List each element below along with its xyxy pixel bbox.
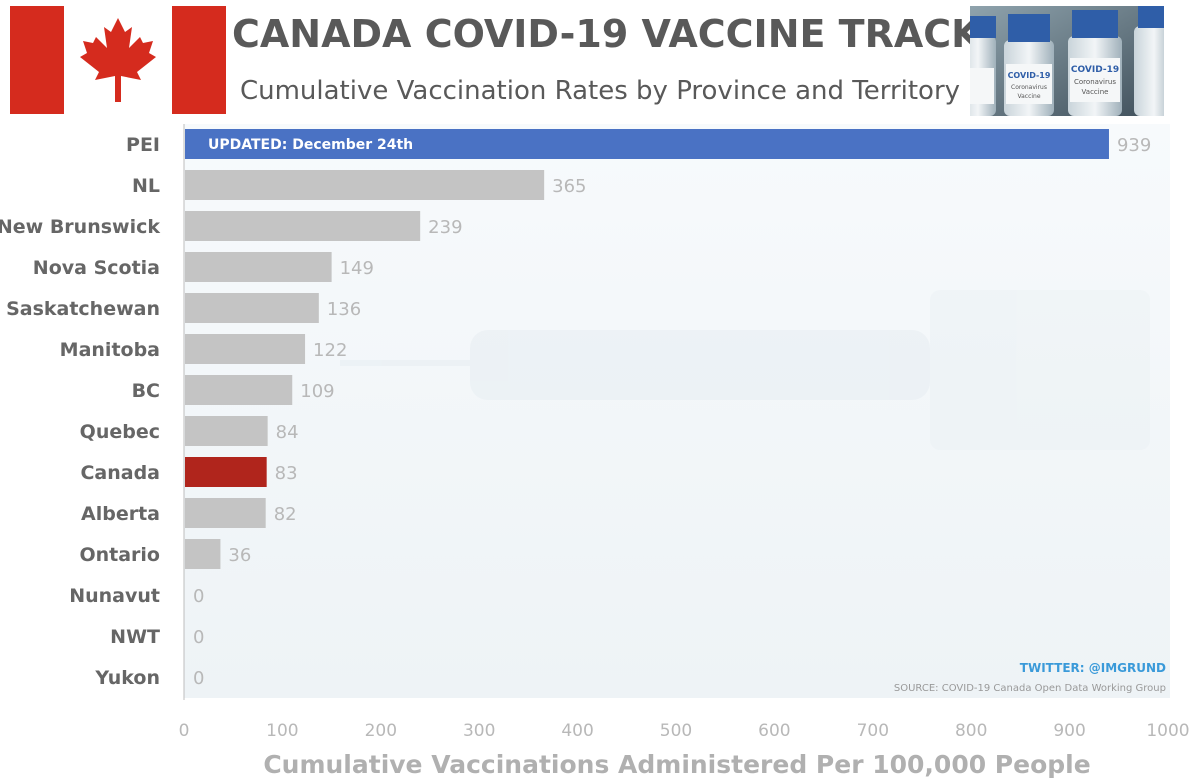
bar-alberta xyxy=(185,498,266,528)
bar-nl xyxy=(185,170,545,200)
value-label-yukon: 0 xyxy=(193,668,204,689)
bar-chart: PEI 939 UPDATED: December 24th NL 365 New Bru… xyxy=(0,124,1190,779)
bar-quebec xyxy=(185,416,268,446)
value-label-bc: 109 xyxy=(300,381,334,402)
vial-label-vaccine: Vaccine xyxy=(1017,93,1040,100)
bar-canada xyxy=(185,457,267,487)
category-label-nova-scotia: Nova Scotia xyxy=(33,257,160,279)
category-label-pei: PEI xyxy=(126,134,160,156)
vial-label-vaccine-2: Vaccine xyxy=(1082,88,1109,96)
syringe-watermark xyxy=(340,290,1150,450)
x-tick-label-700: 700 xyxy=(857,721,889,741)
category-label-canada: Canada xyxy=(80,462,160,484)
value-label-nunavut: 0 xyxy=(193,586,204,607)
page-title: CANADA COVID-19 VACCINE TRACKER xyxy=(232,12,1036,56)
value-label-alberta: 82 xyxy=(274,504,297,525)
value-label-saskatchewan: 136 xyxy=(327,299,361,320)
updated-banner: UPDATED: December 24th xyxy=(208,137,413,153)
source-credit: SOURCE: COVID-19 Canada Open Data Workin… xyxy=(894,683,1166,694)
vial-label-coronavirus: Coronavirus xyxy=(1011,84,1047,91)
x-tick-label-800: 800 xyxy=(955,721,987,741)
flag-left-band xyxy=(10,6,64,114)
vial-label-covid: COVID-19 xyxy=(1008,71,1051,80)
canada-flag-icon xyxy=(10,6,226,114)
x-tick-label-0: 0 xyxy=(179,721,190,741)
category-label-ontario: Ontario xyxy=(79,544,160,566)
bar-saskatchewan xyxy=(185,293,319,323)
x-tick-label-400: 400 xyxy=(561,721,593,741)
twitter-credit: TWITTER: @IMGRUND xyxy=(1020,661,1166,675)
page-subtitle: Cumulative Vaccination Rates by Province… xyxy=(239,76,961,106)
x-axis-label: Cumulative Vaccinations Administered Per… xyxy=(263,750,1090,779)
x-tick-label-100: 100 xyxy=(266,721,298,741)
value-label-nl: 365 xyxy=(552,176,586,197)
category-label-quebec: Quebec xyxy=(80,421,160,443)
bar-manitoba xyxy=(185,334,306,364)
x-tick-label-1000: 1000 xyxy=(1146,721,1189,741)
category-label-new-brunswick: New Brunswick xyxy=(0,216,160,238)
bar-ontario xyxy=(185,539,221,569)
value-label-canada: 83 xyxy=(275,463,298,484)
category-label-nwt: NWT xyxy=(110,626,160,648)
vial-label-covid-2: COVID-19 xyxy=(1071,65,1119,75)
bar-new-brunswick xyxy=(185,211,421,241)
x-tick-label-500: 500 xyxy=(660,721,692,741)
value-label-new-brunswick: 239 xyxy=(428,217,462,238)
x-tick-label-300: 300 xyxy=(463,721,495,741)
vaccine-vials-photo: COVID-19 Coronavirus Vaccine COVID-19 Co… xyxy=(970,6,1164,116)
flag-right-band xyxy=(172,6,226,114)
value-label-manitoba: 122 xyxy=(313,340,347,361)
bar-bc xyxy=(185,375,293,405)
category-label-yukon: Yukon xyxy=(94,667,160,689)
value-label-quebec: 84 xyxy=(276,422,299,443)
bar-nova-scotia xyxy=(185,252,332,282)
x-ticks-group: 0 100 200 300 400 500 600 700 800 900 1000 xyxy=(179,721,1190,741)
vial-label-coronavirus-2: Coronavirus xyxy=(1074,78,1116,86)
x-tick-label-600: 600 xyxy=(758,721,790,741)
maple-leaf-icon xyxy=(80,18,156,102)
header: CANADA COVID-19 VACCINE TRACKER Cumulati… xyxy=(0,0,1200,120)
bars-group: PEI 939 UPDATED: December 24th NL 365 New Bru… xyxy=(0,129,1151,689)
value-label-nova-scotia: 149 xyxy=(340,258,374,279)
value-label-nwt: 0 xyxy=(193,627,204,648)
category-label-nunavut: Nunavut xyxy=(69,585,160,607)
category-label-alberta: Alberta xyxy=(81,503,160,525)
category-label-manitoba: Manitoba xyxy=(60,339,160,361)
category-label-bc: BC xyxy=(132,380,160,402)
bar-pei xyxy=(185,129,1109,159)
x-tick-label-900: 900 xyxy=(1053,721,1085,741)
x-tick-label-200: 200 xyxy=(365,721,397,741)
value-label-ontario: 36 xyxy=(228,545,251,566)
category-label-nl: NL xyxy=(132,175,160,197)
value-label-pei: 939 xyxy=(1117,135,1151,156)
vaccine-vials-image: COVID-19 Coronavirus Vaccine COVID-19 Co… xyxy=(970,6,1164,116)
category-label-saskatchewan: Saskatchewan xyxy=(6,298,160,320)
